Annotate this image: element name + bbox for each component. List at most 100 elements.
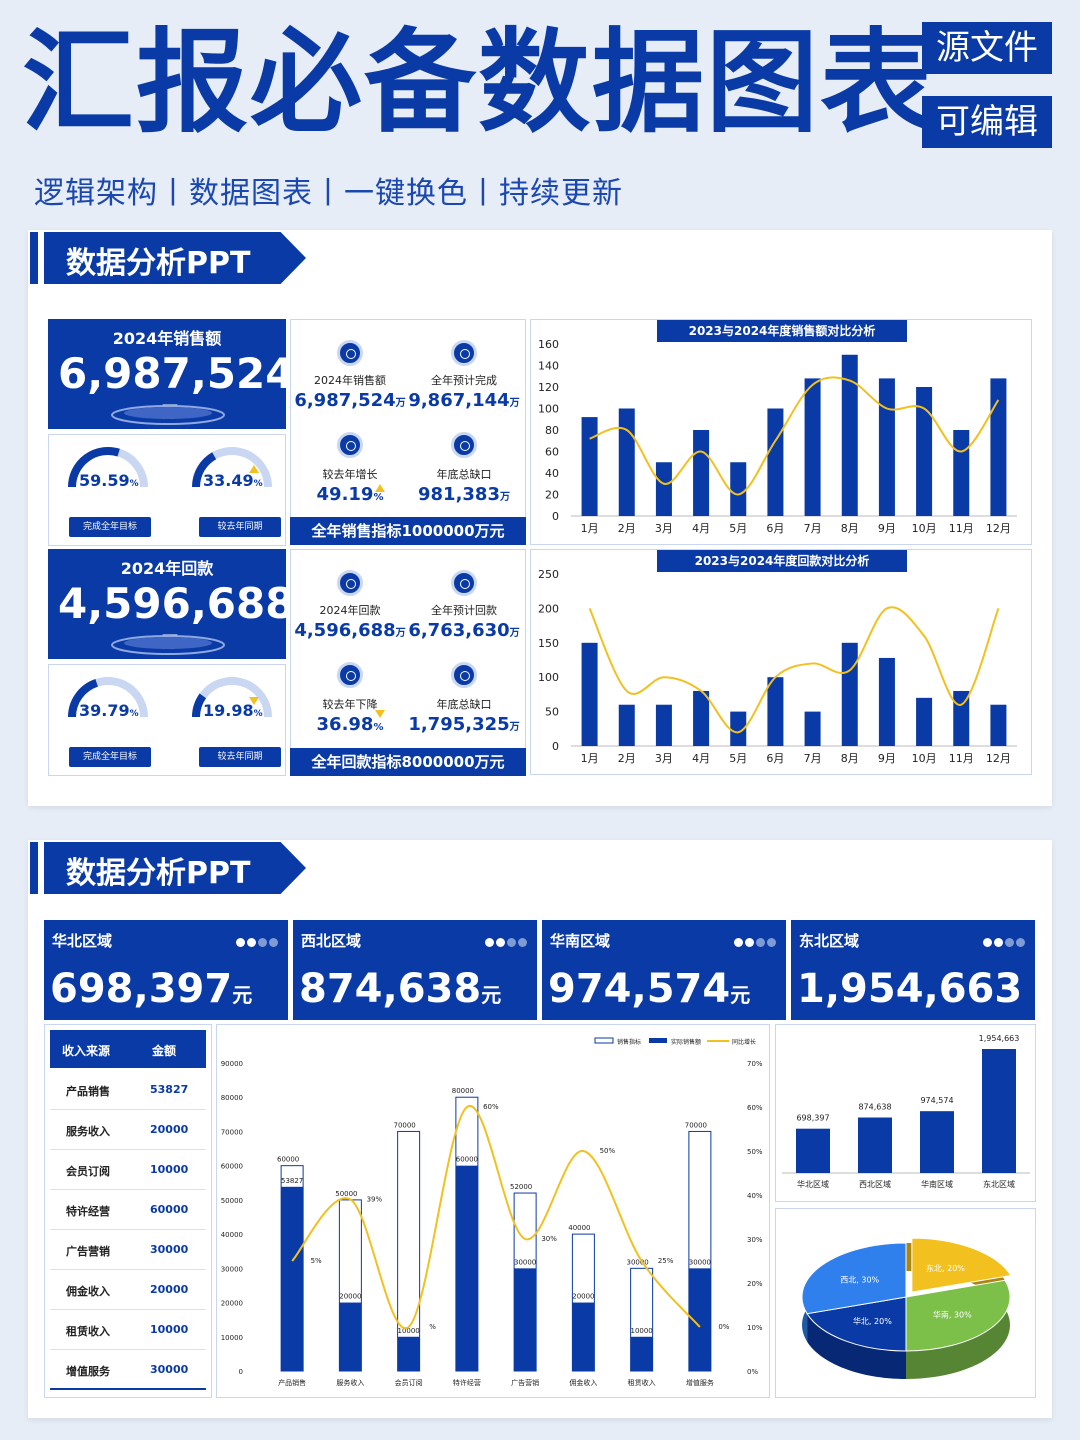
table-row: 会员订阅 10000	[50, 1150, 206, 1190]
x-tick-label: 产品销售	[278, 1378, 306, 1387]
x-tick-label: 2月	[618, 752, 636, 765]
table-row: 产品销售 53827	[50, 1070, 206, 1110]
growth-line	[291, 1105, 701, 1330]
actual-bar	[339, 1302, 362, 1371]
chart-icon	[451, 340, 477, 366]
y-tick-label: 80	[545, 424, 559, 437]
actual-data-label: 60000	[456, 1156, 478, 1164]
sales-target-gauge-pct: %	[129, 479, 139, 489]
sales-yoy-gauge-pct: %	[253, 479, 263, 489]
podium-graphic	[111, 405, 225, 425]
region-bar	[796, 1128, 830, 1173]
target-data-label: 50000	[335, 1190, 357, 1198]
region-value: 698,397	[50, 966, 233, 1012]
bar	[730, 711, 747, 746]
region-bar	[858, 1117, 892, 1173]
section2-banner: 数据分析PPT	[30, 842, 306, 894]
region-value: 974,574	[548, 966, 731, 1012]
table-row: 租赁收入 10000	[50, 1310, 206, 1350]
trend-line	[588, 606, 1000, 734]
pie-slice-label: 华南, 30%	[933, 1309, 972, 1319]
x-tick-label: 8月	[841, 752, 859, 765]
x-tick-label: 佣金收入	[569, 1378, 597, 1387]
kpi-label: 2024年销售额	[314, 374, 386, 387]
dots-indicator	[483, 932, 527, 951]
y-tick-label: 100	[538, 671, 559, 684]
region-name: 华南区域	[550, 932, 611, 950]
y-tick-label: 50	[545, 706, 559, 719]
sales-total-title: 2024年销售额	[112, 329, 222, 348]
legend-swatch-actual	[649, 1038, 667, 1043]
sales-yoy-pill: 较去年同期	[199, 517, 281, 537]
bar	[990, 704, 1007, 746]
y-tick-label: 250	[538, 568, 559, 581]
globe-icon	[337, 662, 363, 688]
kpi-label: 较去年增长	[322, 468, 378, 481]
y-tick-label: 120	[538, 381, 559, 394]
pie-slice	[806, 1296, 907, 1352]
x-tick-label: 3月	[655, 752, 673, 765]
bar	[878, 378, 895, 516]
x-tick-label: 9月	[878, 522, 896, 535]
region-bar	[920, 1111, 954, 1173]
y-tick-label: 90000	[221, 1060, 243, 1068]
region-unit: 元	[481, 983, 502, 1007]
x-tick-label: 11月	[949, 522, 974, 535]
kpi-value: 981,383	[418, 484, 500, 505]
x-tick-label: 华北区域	[797, 1179, 829, 1189]
pie-slice	[911, 1237, 1012, 1293]
pie-slice-side	[906, 1280, 1010, 1379]
target-data-label: 70000	[393, 1121, 415, 1129]
x-tick-label: 5月	[729, 522, 747, 535]
kpi-value: 4,596,688	[294, 620, 396, 641]
bar	[581, 642, 598, 746]
growth-data-label: 39%	[367, 1195, 383, 1203]
x-tick-label: 会员订阅	[395, 1378, 423, 1387]
trend-line	[589, 376, 1000, 496]
actual-data-label: 30000	[689, 1258, 711, 1266]
section1-banner-text: 数据分析PPT	[66, 246, 251, 281]
legend-label: 实际销售额	[671, 1038, 701, 1046]
target-icon	[337, 570, 363, 596]
gauge-fill	[192, 452, 217, 488]
bar	[953, 430, 970, 516]
y-tick-label: 10000	[221, 1334, 243, 1342]
y-tick-label: 160	[538, 338, 559, 351]
actual-data-label: 20000	[339, 1293, 361, 1301]
x-tick-label: 10月	[912, 752, 937, 765]
table-header-amount: 金额	[152, 1044, 177, 1058]
x-tick-label: 4月	[692, 522, 710, 535]
pie-slice	[801, 1242, 907, 1315]
actual-bar	[281, 1186, 304, 1371]
actual-data-label: 10000	[630, 1327, 652, 1335]
payback-total-card: 2024年回款 4,596,688万	[48, 549, 294, 659]
payback-kpi-card: 2024年回款 4,596,688万 全年预计回款 6,763,630万 较去年…	[290, 549, 526, 775]
gauge-fill	[192, 693, 207, 718]
payback-yoy-gauge-value: 19.98	[203, 701, 254, 720]
payback-gauges-card: 39.79% 完成全年目标 19.98% 较去年同期	[48, 664, 286, 776]
bar	[655, 462, 672, 516]
growth-data-label: 30%	[541, 1235, 557, 1243]
income-table-card	[44, 1024, 212, 1398]
growth-data-label: %	[429, 1323, 436, 1331]
actual-data-label: 30000	[514, 1258, 536, 1266]
income-combo-chart-card: 0 10000 20000 30000 40000 50000 60000 70000 8000…	[216, 1024, 770, 1398]
payback-target-gauge-value: 39.79	[79, 701, 130, 720]
x-tick-label: 租赁收入	[628, 1378, 656, 1387]
x-tick-label: 12月	[986, 752, 1011, 765]
table-row: 增值服务 30000	[50, 1350, 206, 1390]
y-tick-label: 50000	[221, 1197, 243, 1205]
x-tick-label: 11月	[949, 752, 974, 765]
growth-data-label: 25%	[658, 1257, 674, 1265]
actual-data-label: 10000	[397, 1327, 419, 1335]
payback-target-gauge	[68, 677, 148, 718]
y-tick-label: 20000	[221, 1300, 243, 1308]
sales-total-value: 6,987,524	[58, 349, 295, 398]
x-tick-label: 7月	[804, 522, 822, 535]
kpi-value: 49.19	[316, 484, 374, 505]
chart-icon	[451, 570, 477, 596]
down-arrow-icon	[375, 710, 385, 718]
payback-target-pill: 完成全年目标	[69, 747, 151, 767]
region-bar-chart-card: 698,397 华北区域 874,638 西北区域 974,574 华南区域 1,954,6…	[775, 1024, 1036, 1202]
kpi-value: 6,987,524	[294, 390, 396, 411]
